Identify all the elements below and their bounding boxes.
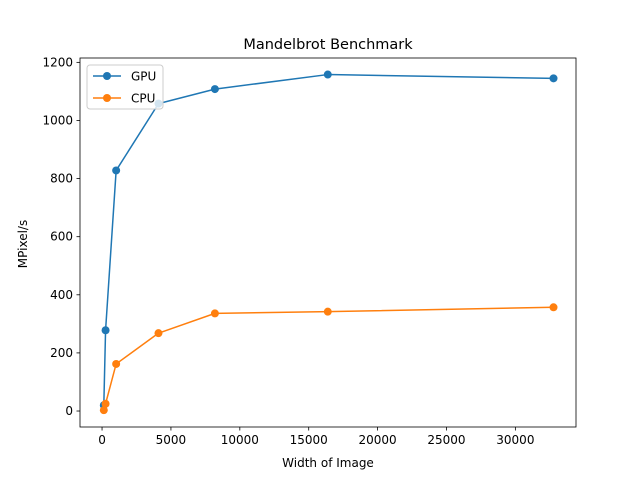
y-axis-label: MPixel/s [16, 220, 30, 268]
legend-marker-gpu [103, 72, 111, 80]
x-tick-label: 10000 [221, 433, 259, 447]
legend-marker-cpu [103, 94, 111, 102]
y-tick-label: 0 [65, 404, 73, 418]
data-point-gpu [549, 74, 558, 83]
x-tick-label: 5000 [156, 433, 187, 447]
y-tick-label: 400 [50, 288, 73, 302]
x-tick-label: 25000 [427, 433, 465, 447]
data-point-cpu [210, 309, 219, 318]
data-point-gpu [112, 166, 121, 175]
data-point-gpu [323, 70, 332, 79]
x-tick-label: 20000 [359, 433, 397, 447]
y-tick-label: 200 [50, 346, 73, 360]
x-tick-label: 0 [98, 433, 106, 447]
chart-title: Mandelbrot Benchmark [243, 37, 413, 53]
data-point-gpu [101, 326, 110, 335]
x-tick-label: 15000 [290, 433, 328, 447]
x-axis-label: Width of Image [282, 456, 374, 470]
y-tick-label: 800 [50, 172, 73, 186]
y-tick-label: 1200 [42, 55, 73, 69]
x-tick-label: 30000 [496, 433, 534, 447]
data-point-cpu [323, 307, 332, 316]
data-point-cpu [99, 406, 108, 415]
legend-label-cpu: CPU [131, 92, 155, 106]
data-point-cpu [101, 399, 110, 408]
legend-label-gpu: GPU [131, 70, 156, 84]
plot-area: 0 5000 10000 15000 20000 25000 30000 0 200 400 600… [42, 55, 577, 447]
y-tick-label: 1000 [42, 113, 73, 127]
y-tick-label: 600 [50, 230, 73, 244]
data-point-gpu [210, 85, 219, 94]
data-point-cpu [154, 329, 163, 338]
data-point-cpu [549, 303, 558, 312]
axes-frame [79, 57, 577, 428]
data-point-cpu [112, 359, 121, 368]
